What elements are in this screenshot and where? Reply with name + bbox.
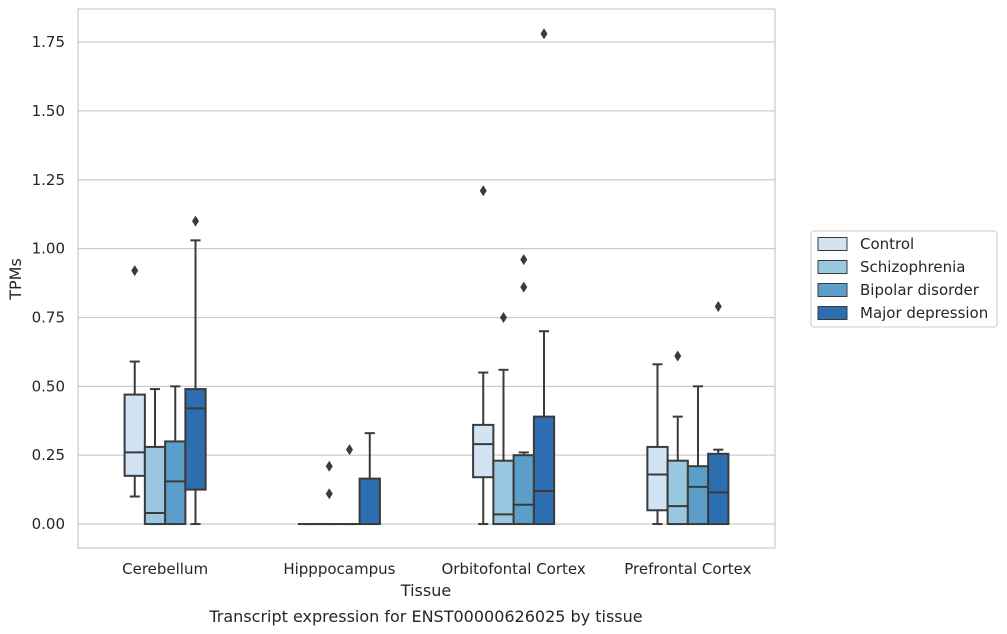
y-tick-label: 1.50	[32, 102, 65, 120]
legend: Control Schizophrenia Bipolar disorder Majo…	[810, 230, 998, 328]
legend-swatch	[817, 306, 848, 320]
box-orbitofontal-cortex-bipolar-disorder	[512, 254, 535, 526]
outlier-point	[714, 300, 722, 312]
outlier-point	[192, 215, 200, 227]
box-orbitofontal-cortex-control	[472, 185, 495, 526]
box-orbitofontal-cortex-major-depression	[532, 28, 556, 526]
outlier-point	[131, 265, 139, 277]
legend-swatch	[817, 260, 848, 274]
box-prefrontal-cortex-major-depression	[707, 300, 730, 526]
x-axis-label: Tissue	[400, 581, 451, 600]
outlier-point	[520, 254, 528, 266]
box-orbitofontal-cortex-schizophrenia	[492, 311, 515, 526]
box-hipppocampus-bipolar-disorder	[338, 444, 361, 526]
y-tick-label: 0.50	[32, 377, 65, 395]
legend-label: Control	[860, 235, 914, 253]
box-iqr	[472, 423, 495, 479]
box-iqr	[666, 459, 689, 526]
x-tick-label: Hipppocampus	[283, 560, 395, 578]
y-tick-label: 0.00	[32, 515, 65, 533]
box-iqr	[512, 454, 535, 526]
box-cerebellum-bipolar-disorder	[164, 385, 187, 526]
box-hipppocampus-major-depression	[358, 432, 381, 526]
box-iqr	[184, 388, 207, 491]
legend-swatch	[817, 283, 848, 297]
box-iqr	[532, 415, 556, 526]
y-tick-label: 1.25	[32, 171, 65, 189]
outlier-point	[479, 185, 487, 197]
box-iqr	[646, 445, 669, 512]
box-iqr	[358, 477, 381, 526]
outlier-point	[674, 350, 682, 362]
legend-frame	[810, 230, 998, 328]
box-iqr	[707, 452, 730, 526]
outlier-point	[346, 444, 354, 456]
y-tick-label: 1.75	[32, 33, 65, 51]
chart-caption: Transcript expression for ENST0000062602…	[208, 607, 642, 626]
y-tick-label: 1.00	[32, 240, 65, 258]
legend-item-control: Control	[817, 235, 914, 253]
box-prefrontal-cortex-control	[646, 363, 669, 526]
legend-label: Major depression	[860, 304, 988, 322]
box-iqr	[123, 393, 146, 477]
y-tick-label: 0.75	[32, 308, 65, 326]
legend-item-major-depression: Major depression	[817, 304, 988, 322]
x-tick-label: Prefrontal Cortex	[624, 560, 751, 578]
y-axis-label: TPMs	[6, 258, 25, 301]
box-prefrontal-cortex-schizophrenia	[666, 350, 689, 526]
x-tick-label: Cerebellum	[122, 560, 208, 578]
legend-label: Bipolar disorder	[860, 281, 980, 299]
box-cerebellum-schizophrenia	[143, 388, 167, 526]
box-hipppocampus-schizophrenia	[318, 460, 341, 526]
legend-item-bipolar-disorder: Bipolar disorder	[817, 281, 980, 299]
outlier-point	[499, 311, 507, 323]
box-cerebellum-major-depression	[184, 215, 207, 526]
y-tick-label: 0.25	[32, 446, 65, 464]
outlier-point	[325, 460, 333, 472]
x-tick-label: Orbitofontal Cortex	[442, 560, 586, 578]
legend-item-schizophrenia: Schizophrenia	[817, 258, 965, 276]
plot-frame	[77, 8, 776, 549]
boxes	[123, 28, 730, 526]
outlier-point	[540, 28, 548, 40]
box-iqr	[164, 440, 187, 526]
box-cerebellum-control	[123, 265, 146, 498]
box-iqr	[686, 465, 710, 526]
x-tick-labels: Cerebellum Hipppocampus Orbitofontal Corte…	[122, 560, 751, 578]
y-tick-labels: 0.00 0.25 0.50 0.75 1.00 1.25 1.50 1.75	[32, 33, 65, 533]
legend-label: Schizophrenia	[860, 258, 965, 276]
outlier-point	[520, 281, 528, 293]
legend-swatch	[817, 237, 848, 251]
outlier-point	[325, 488, 333, 500]
